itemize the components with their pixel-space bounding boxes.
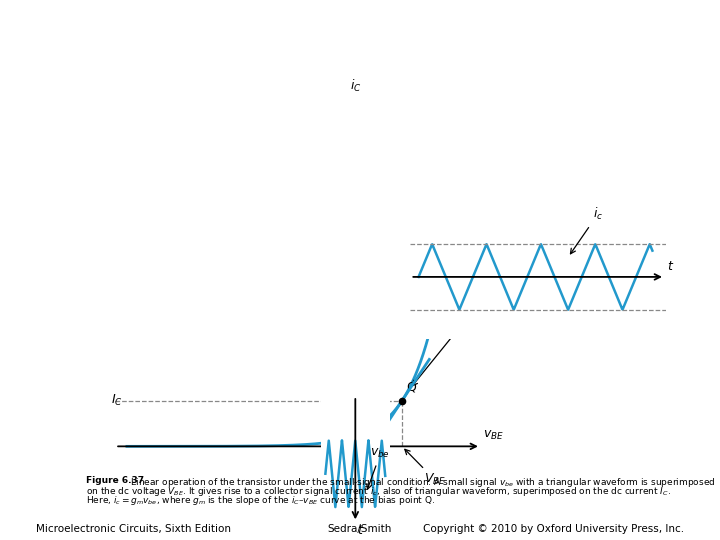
Text: Slope = $g_m$: Slope = $g_m$ <box>413 303 508 386</box>
Text: $i_c$: $i_c$ <box>570 206 603 254</box>
Text: $V_{BE}$: $V_{BE}$ <box>405 449 446 488</box>
Text: $v_{be}$: $v_{be}$ <box>366 448 390 489</box>
Text: Copyright © 2010 by Oxford University Press, Inc.: Copyright © 2010 by Oxford University Pr… <box>423 523 684 534</box>
Text: on the dc voltage $V_{BE}$. It gives rise to a collector signal current $i_c$, a: on the dc voltage $V_{BE}$. It gives ris… <box>86 485 671 498</box>
Text: Sedra/Smith: Sedra/Smith <box>328 523 392 534</box>
Text: Here, $i_c = g_m v_{be}$, where $g_m$ is the slope of the $i_C$–$v_{BE}$ curve a: Here, $i_c = g_m v_{be}$, where $g_m$ is… <box>86 494 436 507</box>
Text: Linear operation of the transistor under the small-signal condition: A small sig: Linear operation of the transistor under… <box>125 476 715 489</box>
Text: $i_C$: $i_C$ <box>350 78 361 94</box>
Text: $v_{BE}$: $v_{BE}$ <box>483 429 504 442</box>
Text: Microelectronic Circuits, Sixth Edition: Microelectronic Circuits, Sixth Edition <box>36 523 231 534</box>
Text: $t$: $t$ <box>667 260 674 273</box>
Text: $t$: $t$ <box>356 524 364 537</box>
Text: $I_C$: $I_C$ <box>112 393 123 408</box>
Text: Figure 6.37: Figure 6.37 <box>86 476 145 485</box>
Text: Q: Q <box>406 381 415 394</box>
